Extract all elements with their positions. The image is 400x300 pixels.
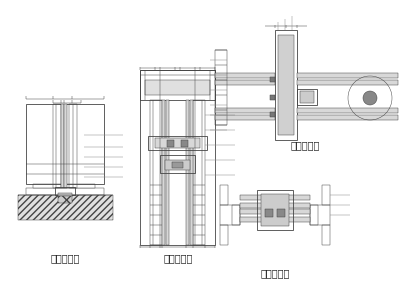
- Bar: [172, 162, 183, 168]
- Bar: [240, 203, 310, 208]
- Bar: [310, 205, 330, 225]
- Bar: [64, 104, 67, 188]
- Bar: [215, 50, 227, 125]
- Bar: [58, 193, 72, 197]
- Bar: [270, 112, 275, 117]
- Text: 玻璃门下口: 玻璃门下口: [50, 253, 80, 263]
- Bar: [69, 104, 77, 188]
- Bar: [61, 104, 64, 188]
- Bar: [240, 195, 310, 200]
- Bar: [26, 104, 104, 184]
- Text: 玻璃门横向: 玻璃门横向: [290, 140, 320, 150]
- Bar: [270, 95, 275, 100]
- Bar: [145, 80, 210, 95]
- Bar: [275, 30, 297, 140]
- Bar: [166, 100, 169, 245]
- Bar: [240, 209, 310, 214]
- Bar: [297, 73, 398, 78]
- Bar: [181, 140, 188, 147]
- Bar: [155, 138, 200, 148]
- Bar: [140, 70, 215, 100]
- Bar: [18, 195, 113, 220]
- Bar: [190, 100, 193, 245]
- Text: 玻璃门扶手: 玻璃门扶手: [260, 268, 290, 278]
- Bar: [148, 136, 207, 150]
- Bar: [167, 140, 174, 147]
- Bar: [240, 217, 310, 222]
- Bar: [278, 35, 294, 135]
- Bar: [160, 155, 195, 173]
- Bar: [270, 77, 275, 82]
- Bar: [300, 91, 314, 103]
- Bar: [193, 100, 205, 245]
- Bar: [215, 108, 275, 113]
- Bar: [220, 225, 228, 245]
- Bar: [215, 73, 275, 78]
- Bar: [265, 209, 273, 217]
- Bar: [162, 100, 165, 245]
- Bar: [322, 225, 330, 245]
- Bar: [322, 185, 330, 205]
- Bar: [26, 188, 104, 195]
- Circle shape: [363, 91, 377, 105]
- Bar: [165, 160, 190, 170]
- Bar: [33, 184, 95, 188]
- Bar: [215, 80, 275, 85]
- Bar: [261, 194, 289, 226]
- Bar: [186, 100, 189, 245]
- Bar: [220, 205, 240, 225]
- Bar: [277, 209, 285, 217]
- Bar: [310, 205, 318, 225]
- Bar: [297, 89, 317, 105]
- Bar: [297, 115, 398, 120]
- Bar: [232, 205, 240, 225]
- Bar: [150, 100, 162, 245]
- Bar: [297, 80, 398, 85]
- Bar: [53, 104, 61, 188]
- Bar: [58, 196, 72, 203]
- Bar: [140, 70, 215, 245]
- Bar: [215, 115, 275, 120]
- Bar: [297, 108, 398, 113]
- Bar: [55, 187, 75, 195]
- Bar: [220, 185, 228, 205]
- Text: 玻璃门上口: 玻璃门上口: [163, 253, 193, 263]
- Bar: [257, 190, 293, 230]
